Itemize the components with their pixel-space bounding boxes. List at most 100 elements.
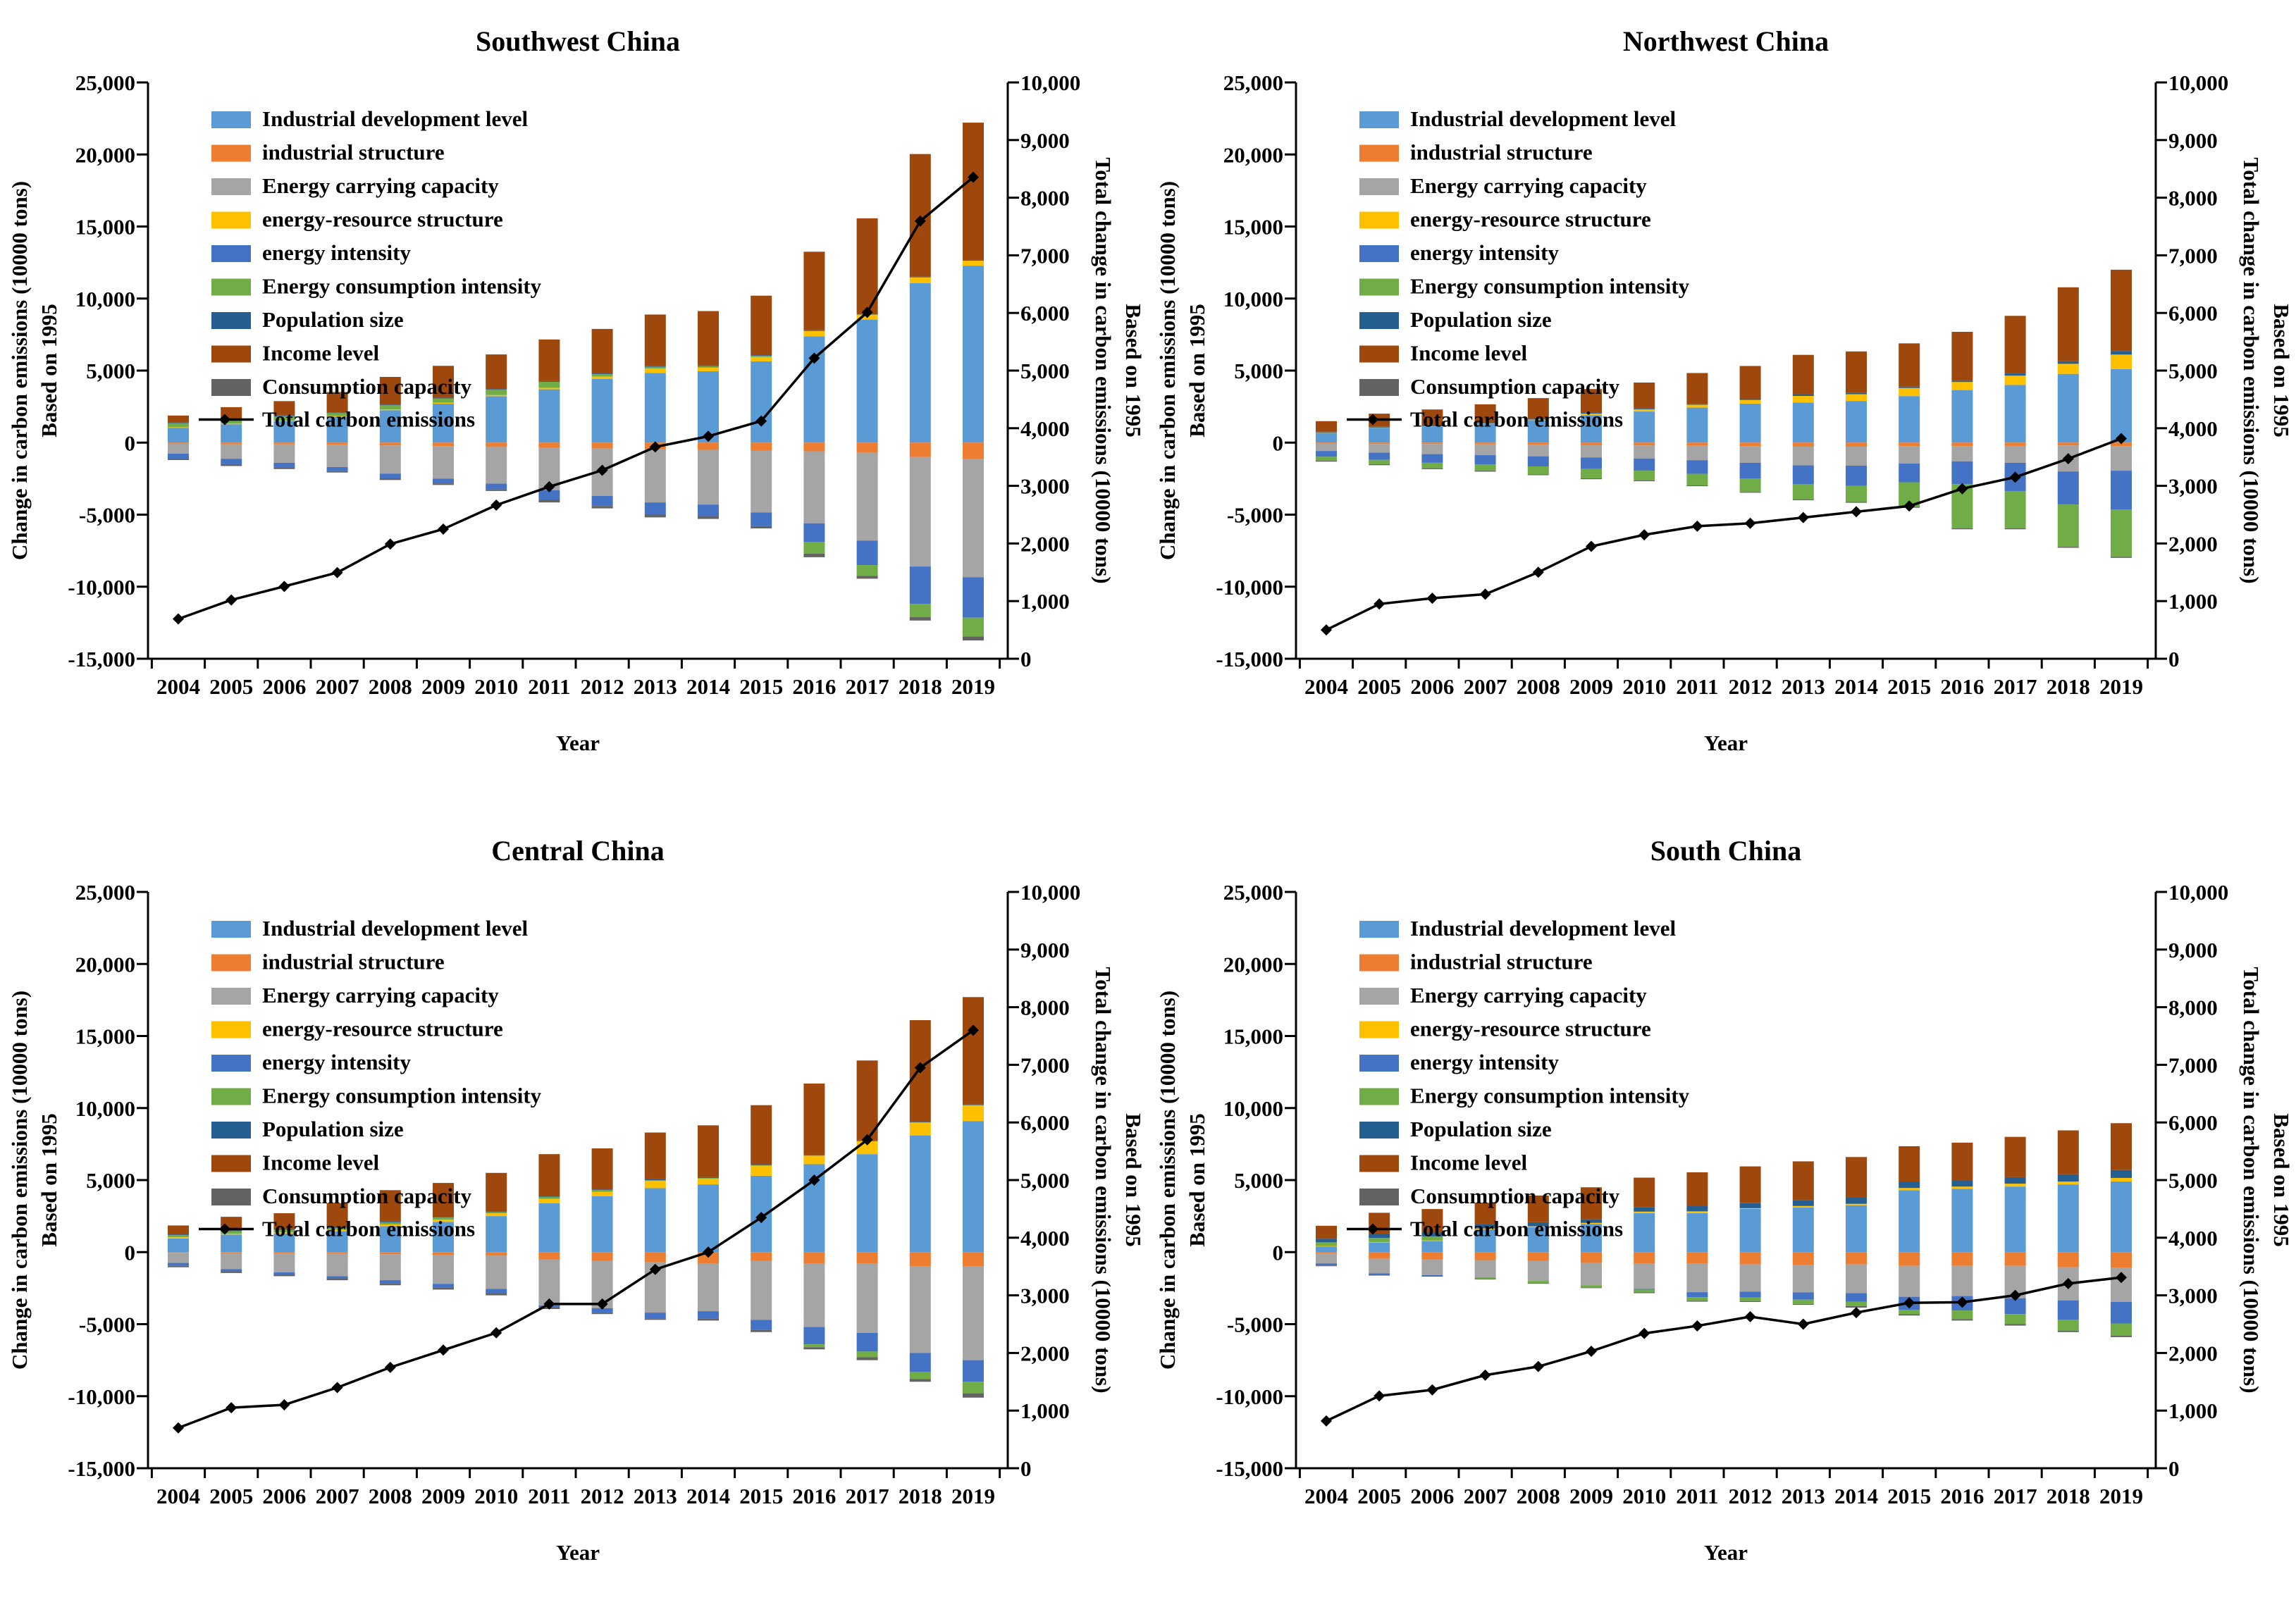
right-axis-title-line2: Based on 1995	[1121, 1113, 1146, 1246]
bar-segment-consumption_capacity	[909, 616, 931, 621]
bar-segment-energy_intensity	[2057, 471, 2079, 505]
right-axis-tick-label: 4,000	[2168, 416, 2218, 441]
bar-segment-industrial_structure	[2111, 442, 2132, 447]
bar-segment-energy_carrying_capacity	[486, 1255, 507, 1289]
bar-segment-energy_intensity	[273, 1272, 295, 1274]
bar-segment-consumption_capacity	[1846, 1305, 1867, 1308]
bar-segment-energy_consumption_intensity	[1421, 462, 1443, 469]
bar-segment-consumption_capacity	[1527, 1283, 1549, 1284]
bar-segment-industrial_structure	[326, 442, 348, 445]
bar-segment-energy_consumption_intensity	[1421, 1236, 1443, 1241]
bar-segment-energy_consumption_intensity	[2004, 1314, 2026, 1325]
bar-segment-industrial_structure	[2111, 1252, 2132, 1268]
bar-segment-energy_carrying_capacity	[168, 1253, 189, 1263]
bar-segment-income_level	[1739, 1166, 1761, 1203]
x-axis-year-label: 2013	[634, 1484, 677, 1508]
bar-segment-energy_resource_structure	[963, 260, 984, 266]
bar-segment-energy_consumption_intensity	[698, 1177, 719, 1179]
legend-label: Income level	[262, 341, 380, 366]
x-axis-year-label: 2019	[951, 1484, 995, 1508]
legend-label: Industrial development level	[262, 106, 529, 131]
bar-segment-industrial_structure	[1581, 1252, 1602, 1263]
chart-cell-central-china: Central China 25,000 20,000 15,000 10,000 5,0…	[0, 810, 1148, 1619]
legend-label: Energy carrying capacity	[1410, 173, 1647, 198]
bar-segment-energy_consumption_intensity	[379, 405, 401, 410]
right-axis-tick-label: 5,000	[2168, 1168, 2218, 1193]
legend-label: Population size	[1410, 1117, 1552, 1141]
bar-segment-consumption_capacity	[2111, 1335, 2132, 1337]
bar-segment-energy_intensity	[2111, 1301, 2132, 1324]
bar-segment-industrial_development_level	[1846, 1205, 1867, 1253]
bar-segment-consumption_capacity	[379, 478, 401, 480]
bar-segment-energy_consumption_intensity	[698, 366, 719, 368]
bar-segment-industrial_development_level	[1369, 1242, 1390, 1253]
bar-segment-energy_resource_structure	[168, 427, 189, 428]
bar-segment-energy_resource_structure	[751, 356, 772, 361]
bar-segment-industrial_structure	[168, 1252, 189, 1253]
x-axis-year-label: 2012	[581, 1484, 624, 1508]
legend: Industrial development level industrial s…	[199, 916, 542, 1241]
bar-segment-energy_carrying_capacity	[1846, 1264, 1867, 1294]
legend-label: Population size	[262, 1117, 404, 1141]
bar-segment-energy_intensity	[856, 1332, 878, 1352]
bar-segment-energy_consumption_intensity	[909, 1371, 931, 1379]
bar-segment-energy_consumption_intensity	[591, 374, 613, 377]
x-axis-year-label: 2012	[1729, 674, 1772, 699]
bar-segment-income_level	[1899, 1146, 1920, 1182]
legend-swatch-population_size	[211, 312, 251, 329]
left-axis-tick-label: 5,000	[86, 359, 135, 383]
bar-segment-income_level	[1581, 389, 1602, 413]
bar-segment-energy_intensity	[1421, 1274, 1443, 1276]
bar-segment-energy_consumption_intensity	[1686, 1297, 1708, 1301]
bar-segment-energy_consumption_intensity	[751, 356, 772, 357]
x-axis-year-label: 2007	[1464, 674, 1507, 699]
bar-segment-industrial_development_level	[1369, 427, 1390, 443]
right-axis-tick-label: 9,000	[2168, 938, 2218, 962]
legend-swatch-energy_resource_structure	[1359, 1021, 1399, 1038]
legend-swatch-consumption_capacity	[211, 1189, 251, 1205]
bar-segment-energy_resource_structure	[1846, 394, 1867, 402]
left-axis-title-line2: Based on 1995	[37, 304, 61, 437]
legend-label: industrial structure	[262, 950, 445, 974]
right-axis-tick-label: 6,000	[2168, 301, 2218, 325]
bar-segment-energy_consumption_intensity	[221, 1231, 242, 1234]
bar-segment-energy_consumption_intensity	[1581, 1285, 1602, 1288]
x-axis-year-label: 2014	[686, 1484, 730, 1508]
legend-swatch-industrial_structure	[211, 144, 251, 162]
right-axis-tick-label: 0	[2168, 647, 2180, 671]
bar-segment-energy_carrying_capacity	[486, 447, 507, 484]
bar-segment-industrial_structure	[486, 442, 507, 447]
legend-swatch-industrial_development_level	[211, 111, 251, 128]
bar-segment-industrial_development_level	[1421, 426, 1443, 443]
legend-label: energy-resource structure	[1410, 207, 1651, 232]
total-line-marker	[1956, 483, 1968, 495]
right-axis-tick-label: 10,000	[2168, 880, 2228, 905]
left-axis-tick-label: 10,000	[75, 287, 135, 311]
bar-segment-energy_carrying_capacity	[326, 1253, 348, 1277]
bar-segment-income_level	[538, 1154, 560, 1196]
bar-segment-industrial_development_level	[168, 1238, 189, 1253]
bar-segment-energy_resource_structure	[1899, 1188, 1920, 1191]
total-line-marker	[1956, 1296, 1968, 1308]
bar-segment-energy_consumption_intensity	[433, 398, 454, 403]
legend-swatch-population_size	[1359, 312, 1399, 329]
bar-segment-energy_resource_structure	[1369, 427, 1390, 428]
x-axis-year-label: 2006	[262, 674, 306, 699]
total-line-marker	[1638, 529, 1650, 541]
bar-segment-energy_intensity	[1316, 1263, 1337, 1266]
right-axis-tick-label: 8,000	[2168, 186, 2218, 211]
bar-segment-energy_intensity	[273, 462, 295, 468]
bar-segment-industrial_structure	[1899, 1252, 1920, 1266]
x-axis-year-label: 2015	[739, 1484, 783, 1508]
total-line	[178, 1029, 975, 1429]
bar-segment-population_size	[2057, 1174, 2079, 1182]
bar-segment-population_size	[1792, 1200, 1814, 1206]
legend-swatch-industrial_development_level	[1359, 111, 1399, 128]
bar-segment-industrial_development_level	[221, 424, 242, 443]
bar-segment-energy_consumption_intensity	[1792, 1299, 1814, 1304]
bar-segment-industrial_development_level	[1951, 390, 1973, 443]
total-line-marker	[2009, 1289, 2021, 1301]
total-line-marker	[2062, 1277, 2074, 1289]
legend-label: Industrial development level	[1410, 106, 1677, 131]
x-axis-year-label: 2008	[1517, 1484, 1560, 1508]
